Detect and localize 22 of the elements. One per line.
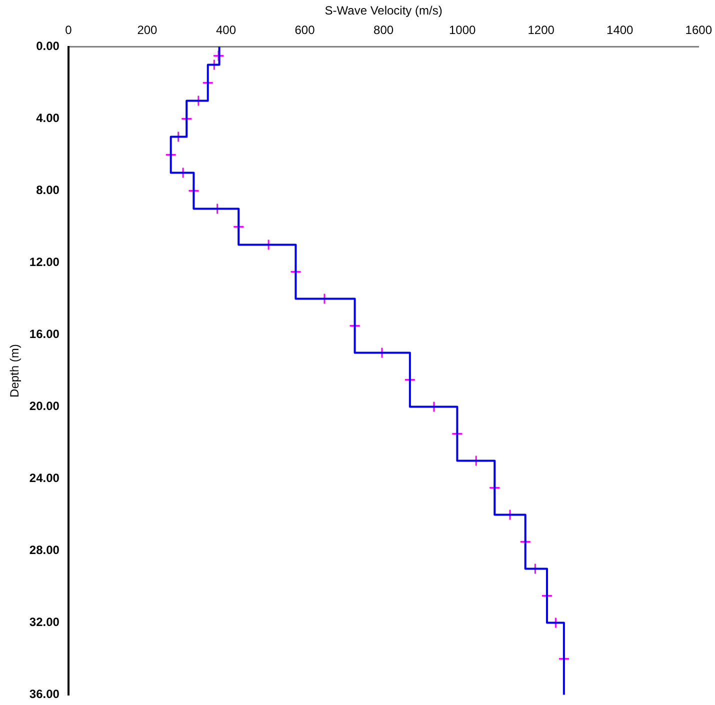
y-axis-title: Depth (m) (8, 344, 22, 398)
x-axis-title: S-Wave Velocity (m/s) (324, 4, 442, 18)
y-tick-label: 20.00 (29, 399, 60, 414)
x-tick-label: 400 (216, 22, 236, 37)
y-tick-label: 28.00 (29, 543, 60, 558)
x-tick-label: 1600 (685, 22, 712, 37)
x-tick-label: 0 (65, 22, 72, 37)
x-tick-label: 1400 (606, 22, 634, 37)
y-tick-label: 24.00 (29, 471, 60, 486)
y-tick-label: 0.00 (36, 39, 60, 54)
y-tick-label: 8.00 (36, 183, 60, 198)
x-tick-label: 200 (137, 22, 158, 37)
x-tick-label: 1000 (448, 22, 476, 37)
x-tick-label: 600 (294, 22, 316, 37)
y-tick-label: 16.00 (29, 327, 60, 342)
point (212, 50, 224, 62)
x-tick-label: 1200 (528, 22, 555, 37)
y-tick-label: 32.00 (29, 615, 60, 630)
y-tick-label: 36.00 (29, 687, 60, 702)
x-tick-label: 800 (374, 22, 394, 37)
y-tick-label: 12.00 (29, 255, 60, 270)
y-tick-label: 4.00 (36, 111, 60, 126)
